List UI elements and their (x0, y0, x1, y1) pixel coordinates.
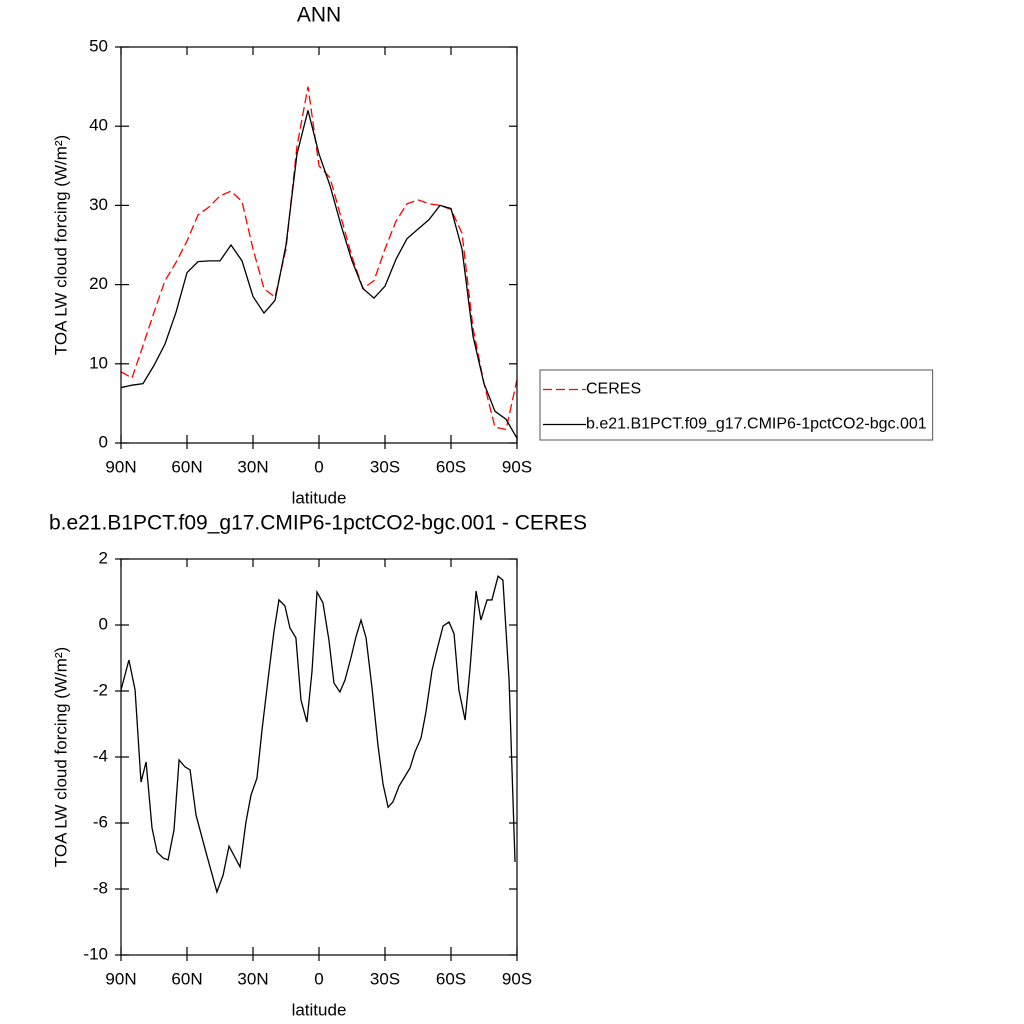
x-tick-label: 60S (436, 457, 466, 476)
x-tick-label: 90S (502, 457, 532, 476)
y-tick-label: 40 (89, 116, 108, 135)
lines (121, 86, 517, 439)
y-axis-label: TOA LW cloud forcing (W/m²) (51, 647, 70, 867)
lines (121, 575, 516, 895)
chart-panel: b.e21.B1PCT.f09_g17.CMIP6-1pctCO2-bgc.00… (49, 512, 587, 1020)
plot-frame (120, 558, 518, 956)
x-tick-label: 60N (171, 457, 202, 476)
x-tick-label: 0 (314, 457, 323, 476)
y-tick-label: 2 (99, 548, 108, 567)
y-tick-label: 0 (99, 614, 108, 633)
y-tick-label: 0 (99, 432, 108, 451)
x-tick-label: 30S (370, 457, 400, 476)
y-tick-label: -6 (93, 812, 108, 831)
y-tick-label: 10 (89, 353, 108, 372)
chart-panel: ANN latitude TOA LW cloud forcing (W/m²) 0 1… (51, 4, 934, 507)
y-tick-label: -8 (93, 878, 108, 897)
legend-label: b.e21.B1PCT.f09_g17.CMIP6-1pctCO2-bgc.00… (586, 416, 927, 433)
x-axis-label: latitude (292, 488, 347, 507)
legend-label: CERES (586, 381, 641, 398)
chart-title: b.e21.B1PCT.f09_g17.CMIP6-1pctCO2-bgc.00… (49, 512, 587, 535)
x-tick-label: 30N (237, 969, 268, 988)
data-line (121, 575, 516, 895)
x-axis-label: latitude (292, 1000, 347, 1019)
x-tick-label: 60S (436, 969, 466, 988)
x-tick-label: 90S (502, 969, 532, 988)
data-line (121, 86, 517, 431)
x-tick-label: 30N (237, 457, 268, 476)
x-tick-label: 90N (105, 969, 136, 988)
y-tick-label: -4 (93, 746, 108, 765)
y-tick-label: 50 (89, 36, 108, 55)
x-tick-label: 30S (370, 969, 400, 988)
x-tick-label: 90N (105, 457, 136, 476)
x-tick-label: 0 (314, 969, 323, 988)
legend-box (539, 369, 934, 441)
data-line (121, 110, 517, 439)
y-tick-label: 20 (89, 274, 108, 293)
y-tick-label: -10 (83, 944, 108, 963)
plot-frame (120, 46, 518, 444)
x-tick-label: 60N (171, 969, 202, 988)
y-tick-label: 30 (89, 195, 108, 214)
legend: CERES b.e21.B1PCT.f09_g17.CMIP6-1pctCO2-b… (539, 369, 934, 441)
chart-title: ANN (297, 4, 341, 27)
y-axis-label: TOA LW cloud forcing (W/m²) (51, 135, 70, 355)
y-tick-label: -2 (93, 680, 108, 699)
